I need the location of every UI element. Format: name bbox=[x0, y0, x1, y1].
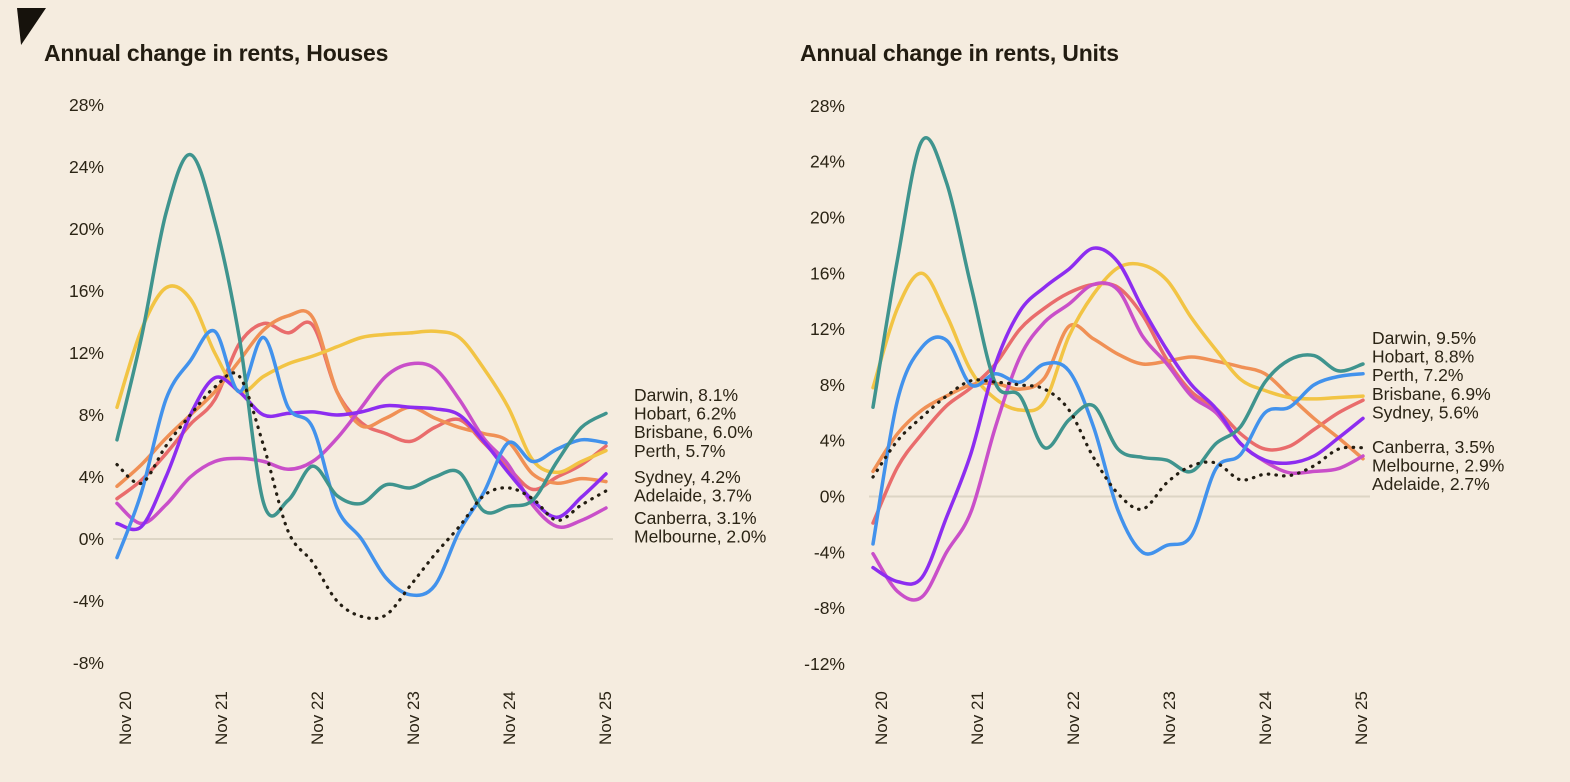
y-axis-tick-label: 16% bbox=[69, 281, 104, 301]
series-line-canberra bbox=[115, 371, 608, 621]
y-axis-tick-label: 24% bbox=[69, 157, 104, 177]
y-axis-tick-label: 28% bbox=[810, 96, 845, 116]
x-axis-tick-label: Nov 23 bbox=[1160, 691, 1179, 745]
chart-houses: 28% 24% 20% 16% 12% 8% 4% 0% -4% -8% Nov 20 Nov 21 N… bbox=[69, 95, 766, 745]
y-axis-tick-label: 12% bbox=[810, 319, 845, 339]
x-axis-tick-label: Nov 25 bbox=[1352, 691, 1371, 745]
legend-label-darwin: Darwin, 8.1% bbox=[634, 385, 738, 405]
y-axis-tick-label: 28% bbox=[69, 95, 104, 115]
series-line-darwin bbox=[115, 152, 608, 518]
x-axis-tick-label: Nov 24 bbox=[500, 691, 519, 745]
legend-label-adelaide: Adelaide, 2.7% bbox=[1372, 474, 1490, 494]
legend-label-hobart: Hobart, 6.2% bbox=[634, 404, 736, 424]
x-axis-tick-label: Nov 25 bbox=[596, 691, 615, 745]
chart-title-houses: Annual change in rents, Houses bbox=[44, 40, 389, 66]
series-line-hobart bbox=[115, 328, 608, 598]
x-axis-tick-label: Nov 24 bbox=[1256, 691, 1275, 745]
x-axis-tick-label: Nov 20 bbox=[872, 691, 891, 745]
series-line-adelaide bbox=[871, 323, 1365, 474]
legend-label-darwin: Darwin, 9.5% bbox=[1372, 328, 1476, 348]
legend-label-melbourne: Melbourne, 2.0% bbox=[634, 527, 766, 547]
series-line-sydney bbox=[871, 246, 1365, 586]
x-axis-tick-label: Nov 21 bbox=[212, 691, 231, 745]
legend-label-canberra: Canberra, 3.5% bbox=[1372, 437, 1495, 457]
x-axis-tick-label: Nov 21 bbox=[968, 691, 987, 745]
legend-label-canberra: Canberra, 3.1% bbox=[634, 508, 757, 528]
y-axis-tick-label: 0% bbox=[820, 487, 845, 507]
legend-label-brisbane: Brisbane, 6.0% bbox=[634, 422, 753, 442]
y-axis-tick-label: 12% bbox=[69, 343, 104, 363]
y-axis-tick-label: 8% bbox=[79, 405, 104, 425]
y-axis-tick-label: 4% bbox=[79, 467, 104, 487]
legend-label-brisbane: Brisbane, 6.9% bbox=[1372, 384, 1491, 404]
series-line-brisbane bbox=[115, 320, 608, 501]
series-line-melbourne bbox=[871, 281, 1365, 602]
y-axis-tick-label: 4% bbox=[820, 431, 845, 451]
series-line-brisbane bbox=[871, 281, 1365, 525]
legend-label-sydney: Sydney, 4.2% bbox=[634, 467, 741, 487]
x-axis-tick-label: Nov 20 bbox=[116, 691, 135, 745]
series-line-perth bbox=[115, 284, 608, 475]
x-axis-tick-label: Nov 23 bbox=[404, 691, 423, 745]
y-axis-tick-label: 20% bbox=[810, 208, 845, 228]
x-axis-tick-label: Nov 22 bbox=[1064, 691, 1083, 745]
y-axis-tick-label: -8% bbox=[73, 653, 104, 673]
series-line-perth bbox=[871, 261, 1365, 413]
y-axis-tick-label: 8% bbox=[820, 375, 845, 395]
chart-units: 28% 24% 20% 16% 12% 8% 4% 0% -4% -8% -12% Nov 20 Nov… bbox=[804, 96, 1504, 745]
series-line-darwin bbox=[871, 136, 1365, 474]
chart-title-units: Annual change in rents, Units bbox=[800, 40, 1119, 66]
x-axis-tick-label: Nov 22 bbox=[308, 691, 327, 745]
y-axis-tick-label: -4% bbox=[73, 591, 104, 611]
y-axis-tick-label: -4% bbox=[814, 542, 845, 562]
legend-label-melbourne: Melbourne, 2.9% bbox=[1372, 456, 1504, 476]
series-line-canberra bbox=[871, 378, 1365, 511]
legend-label-perth: Perth, 5.7% bbox=[634, 441, 725, 461]
series-line-hobart bbox=[871, 335, 1365, 556]
y-axis-tick-label: 24% bbox=[810, 152, 845, 172]
legend-label-sydney: Sydney, 5.6% bbox=[1372, 402, 1479, 422]
y-axis-tick-label: 16% bbox=[810, 263, 845, 283]
y-axis-tick-label: -8% bbox=[814, 598, 845, 618]
series-line-adelaide bbox=[115, 309, 608, 489]
legend-label-adelaide: Adelaide, 3.7% bbox=[634, 486, 752, 506]
y-axis-tick-label: 20% bbox=[69, 219, 104, 239]
legend-label-hobart: Hobart, 8.8% bbox=[1372, 347, 1474, 367]
y-axis-tick-label: 0% bbox=[79, 529, 104, 549]
legend-label-perth: Perth, 7.2% bbox=[1372, 365, 1463, 385]
y-axis-tick-label: -12% bbox=[804, 654, 845, 674]
